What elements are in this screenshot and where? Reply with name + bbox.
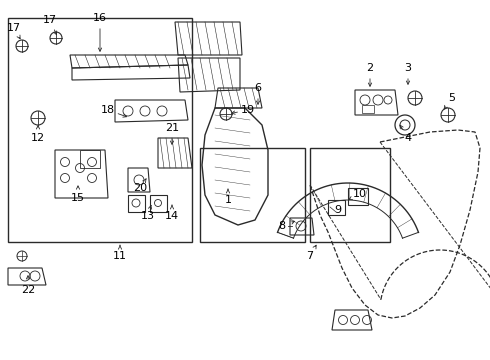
Text: 22: 22	[21, 285, 35, 295]
Bar	[200, 148, 305, 242]
Text: 1: 1	[224, 195, 231, 205]
Text: 15: 15	[71, 193, 85, 203]
Text: 4: 4	[404, 133, 412, 143]
Text: 14: 14	[165, 211, 179, 221]
Text: 7: 7	[306, 251, 314, 261]
Text: 6: 6	[254, 83, 262, 93]
Text: 10: 10	[353, 189, 367, 199]
Text: 5: 5	[448, 93, 456, 103]
Text: 17: 17	[7, 23, 21, 33]
Bar	[362, 105, 374, 113]
Text: 20: 20	[133, 183, 147, 193]
Text: 21: 21	[165, 123, 179, 133]
Text: 17: 17	[43, 15, 57, 25]
Bar	[80, 150, 100, 168]
Text: 18: 18	[101, 105, 115, 115]
Bar	[310, 148, 390, 242]
Bar	[8, 18, 192, 242]
Text: 13: 13	[141, 211, 155, 221]
Text: 11: 11	[113, 251, 127, 261]
Text: 8: 8	[278, 221, 286, 231]
Text: 9: 9	[335, 205, 342, 215]
Text: 2: 2	[367, 63, 373, 73]
Text: 16: 16	[93, 13, 107, 23]
Text: 19: 19	[241, 105, 255, 115]
Text: 3: 3	[405, 63, 412, 73]
Text: 12: 12	[31, 133, 45, 143]
